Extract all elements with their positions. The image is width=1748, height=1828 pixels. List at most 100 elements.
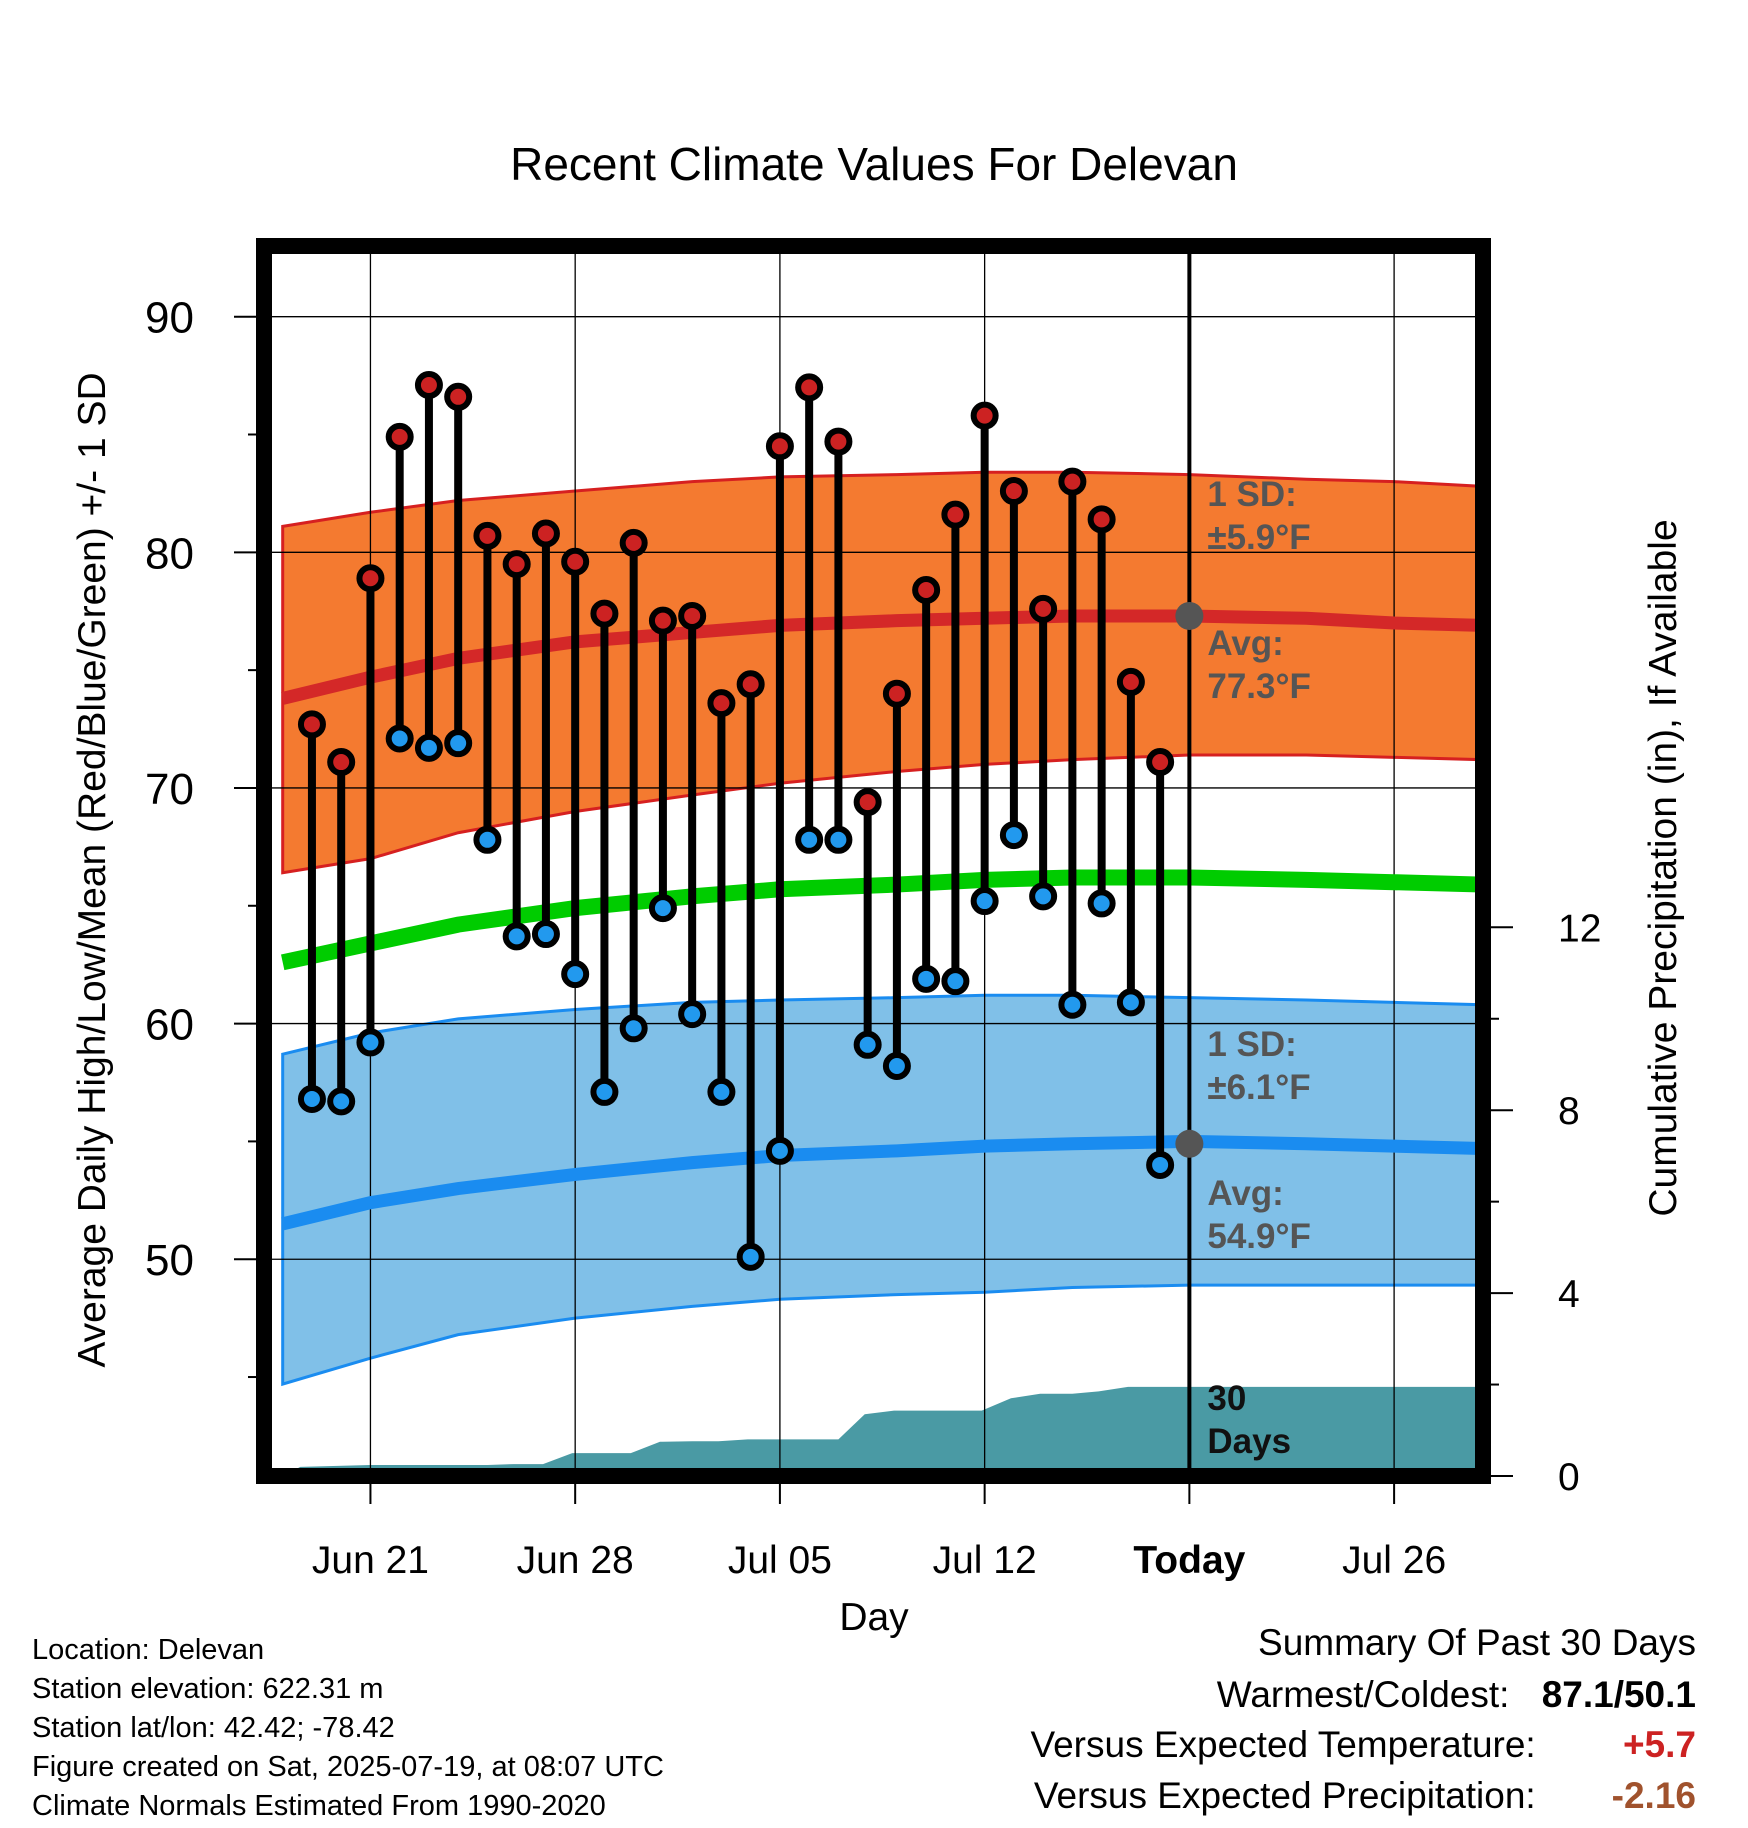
daily-low-point — [853, 1030, 882, 1059]
high-sd-value: ±5.9°F — [1207, 518, 1310, 557]
daily-high-point — [590, 599, 619, 628]
daily-low-point — [561, 960, 590, 989]
precipitation-departure-label: Versus Expected Precipitation: — [1033, 1775, 1536, 1816]
daily-low-point — [999, 821, 1028, 850]
daily-low-point — [444, 729, 473, 758]
temperature-departure-label: Versus Expected Temperature: — [1030, 1724, 1536, 1765]
daily-high-point — [882, 679, 911, 708]
daily-high-point — [678, 601, 707, 630]
daily-high-point — [1087, 505, 1116, 534]
low-average-line — [281, 1134, 1483, 1231]
plot-frame — [256, 238, 1491, 1484]
location-text: Location: Delevan — [32, 1634, 265, 1666]
daily-high-point — [473, 521, 502, 550]
x-tick-label: Jul 05 — [728, 1539, 832, 1582]
daily-high-point — [1029, 594, 1058, 623]
summary-title: Summary Of Past 30 Days — [1258, 1622, 1696, 1663]
daily-low-point — [297, 1084, 326, 1113]
daily-high-point — [356, 564, 385, 593]
summary-temperature: Versus Expected Temperature: +5.7 — [1030, 1724, 1696, 1766]
warmest-coldest-label: Warmest/Coldest: — [1216, 1674, 1510, 1715]
daily-high-point — [1116, 667, 1145, 696]
daily-low-point — [327, 1087, 356, 1116]
daily-high-point — [824, 427, 853, 456]
y-tick-label: 90 — [145, 294, 194, 343]
created-text: Figure created on Sat, 2025-07-19, at 08… — [32, 1751, 664, 1783]
daily-low-point — [502, 922, 531, 951]
y-axis-label: Average Daily High/Low/Mean (Red/Blue/Gr… — [71, 372, 114, 1367]
daily-low-point — [765, 1136, 794, 1165]
daily-high-point — [765, 432, 794, 461]
daily-low-point — [795, 825, 824, 854]
daily-high-point — [619, 528, 648, 557]
today-low-average-marker — [1175, 1129, 1204, 1158]
plot-area: 1 SD: ±5.9°F Avg: 77.3°F 1 SD: ±6.1°F Avg: 54.9… — [145, 238, 1601, 1582]
daily-low-point — [824, 825, 853, 854]
daily-high-point — [648, 606, 677, 635]
daily-low-point — [736, 1242, 765, 1271]
summary-precipitation: Versus Expected Precipitation: -2.16 — [1034, 1775, 1696, 1817]
daily-low-point — [1116, 988, 1145, 1017]
daily-high-point — [795, 373, 824, 402]
latlon-text: Station lat/lon: 42.42; -78.42 — [32, 1712, 395, 1744]
daily-high-point — [970, 401, 999, 430]
daily-low-point — [941, 967, 970, 996]
daily-low-point — [531, 920, 560, 949]
daily-low-point — [1087, 889, 1116, 918]
daily-low-point — [473, 825, 502, 854]
temperature-departure-value: +5.7 — [1622, 1724, 1696, 1765]
daily-high-point — [414, 371, 443, 400]
y2-tick-label: 4 — [1558, 1273, 1580, 1316]
daily-low-point — [414, 733, 443, 762]
x-tick-label: Today — [1133, 1539, 1245, 1582]
y-tick-label: 60 — [145, 1001, 194, 1050]
x-tick-label: Jul 26 — [1342, 1539, 1446, 1582]
daily-low-point — [678, 1000, 707, 1029]
today-high-average-marker — [1175, 601, 1204, 630]
daily-high-point — [999, 477, 1028, 506]
elevation-text: Station elevation: 622.31 m — [32, 1673, 384, 1705]
daily-low-point — [1058, 990, 1087, 1019]
y-tick-label: 80 — [145, 529, 194, 578]
daily-high-point — [297, 710, 326, 739]
daily-high-point — [502, 550, 531, 579]
precipitation-departure-value: -2.16 — [1611, 1775, 1696, 1816]
y-tick-label: 50 — [145, 1236, 194, 1285]
daily-high-point — [1058, 467, 1087, 496]
daily-high-point — [327, 748, 356, 777]
x-tick-label: Jun 28 — [517, 1539, 634, 1582]
high-avg-value: 77.3°F — [1207, 667, 1311, 706]
high-avg-label: Avg: — [1207, 624, 1283, 663]
daily-high-point — [853, 788, 882, 817]
y2-tick-label: 8 — [1558, 1090, 1580, 1133]
y2-tick-label: 12 — [1558, 907, 1601, 950]
precip-days-label: Days — [1207, 1422, 1291, 1461]
summary-warmest-coldest: Warmest/Coldest: 87.1/50.1 — [1217, 1674, 1696, 1716]
x-axis-label: Day — [839, 1596, 909, 1639]
daily-low-point — [590, 1077, 619, 1106]
y2-axis-label: Cumulative Precipitation (in), If Availa… — [1642, 519, 1685, 1216]
daily-low-point — [385, 724, 414, 753]
daily-low-point — [882, 1052, 911, 1080]
daily-low-point — [970, 887, 999, 916]
daily-high-point — [941, 500, 970, 529]
mean-line — [281, 869, 1483, 971]
low-avg-value: 54.9°F — [1207, 1217, 1311, 1256]
precip-days-label: 30 — [1207, 1379, 1246, 1418]
daily-high-point — [444, 382, 473, 411]
y-tick-label: 70 — [145, 765, 194, 814]
daily-high-point — [561, 547, 590, 576]
daily-low-point — [619, 1014, 648, 1043]
low-sd-label: 1 SD: — [1207, 1025, 1296, 1064]
daily-high-point — [736, 670, 765, 699]
y2-tick-label: 0 — [1558, 1456, 1580, 1499]
daily-low-point — [356, 1028, 385, 1057]
daily-high-point — [1146, 748, 1175, 777]
chart-title: Recent Climate Values For Delevan — [510, 138, 1238, 190]
daily-high-point — [385, 422, 414, 451]
daily-high-point — [531, 519, 560, 548]
daily-high-point — [707, 689, 736, 718]
daily-high-point — [912, 576, 941, 605]
high-sd-label: 1 SD: — [1207, 475, 1296, 514]
